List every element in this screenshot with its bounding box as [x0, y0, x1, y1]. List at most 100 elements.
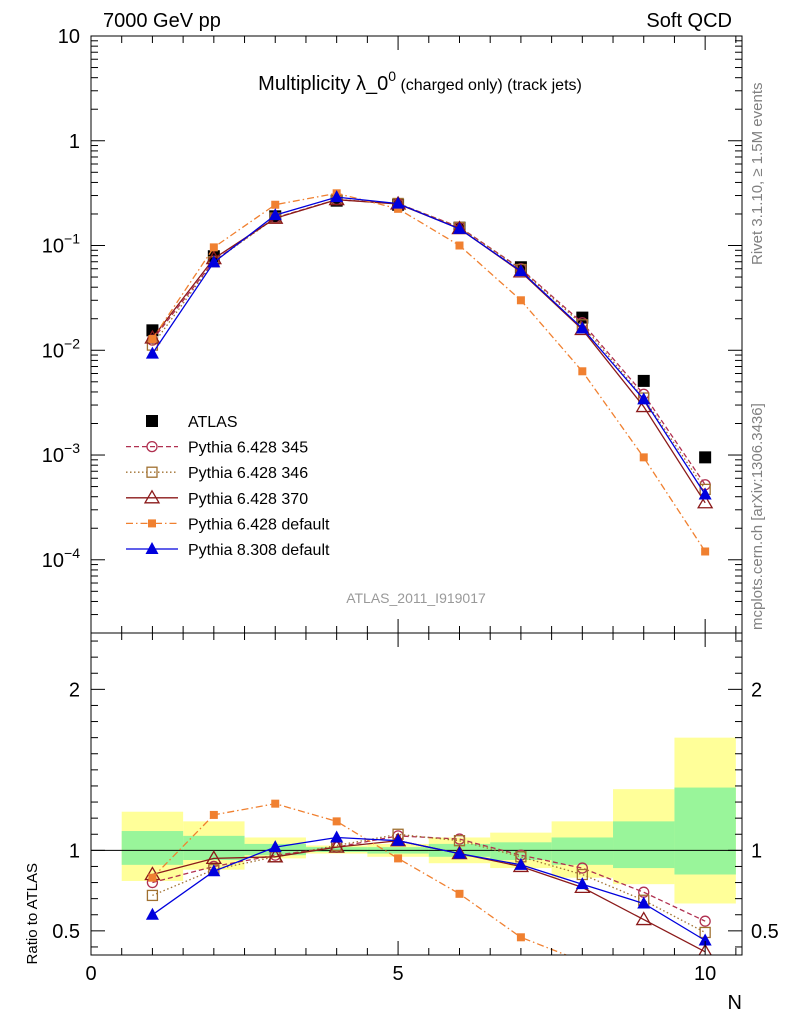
ratio-panel: 0.5 0.5 1 1 2 2 0 5 10: [52, 632, 779, 985]
ratio-y-tick-label-right: 2: [751, 679, 762, 701]
x-tick-label: 5: [393, 963, 404, 985]
data-point: [578, 367, 587, 376]
plot-title-suffix: (charged only) (track jets): [396, 77, 582, 94]
y-tick-label: 1: [69, 131, 80, 153]
ratio-point: [209, 810, 218, 819]
rivet-label: Rivet 3.1.10, ≥ 1.5M events: [749, 83, 766, 266]
data-point: [268, 208, 282, 221]
ratio-y-tick-label-left: 1: [69, 840, 80, 862]
series-line: [151, 192, 706, 552]
band-green: [551, 837, 614, 865]
legend-marker: [145, 542, 159, 554]
y-tick-exponent: −3: [64, 440, 80, 456]
data-point: [639, 453, 648, 462]
ratio-point: [391, 833, 405, 846]
y-tick-exponent: −1: [64, 231, 80, 247]
data-point: [455, 241, 464, 250]
ratio-y-tick-label-left: 2: [69, 679, 80, 701]
data-point: [148, 335, 157, 344]
y-tick-base: 10: [42, 445, 64, 467]
y-tick-label: 10−4: [42, 545, 80, 572]
ratio-point: [207, 864, 221, 877]
y-tick-label: 10−1: [42, 231, 80, 258]
data-point: [271, 200, 280, 209]
series-3: [144, 191, 714, 509]
ratio-point: [575, 877, 589, 890]
data-point: [698, 487, 712, 500]
y-tick-exponent: −2: [64, 335, 80, 351]
band-green: [613, 821, 675, 869]
y-tick-label: 10−2: [42, 335, 80, 362]
data-point: [697, 494, 714, 509]
legend-label: Pythia 6.428 346: [188, 465, 308, 482]
x-tick-label: 0: [85, 963, 96, 985]
data-point: [514, 264, 528, 277]
ratio-series-3: [148, 799, 568, 955]
series-5: [145, 190, 712, 500]
band-green: [305, 847, 368, 852]
data-point: [699, 451, 712, 464]
ratio-point: [576, 862, 588, 874]
legend-marker: [146, 440, 158, 453]
ratio-point: [146, 889, 159, 902]
ratio-point: [455, 889, 464, 898]
header-category: Soft QCD: [646, 10, 732, 32]
band-green: [183, 835, 245, 861]
ratio-point: [698, 943, 712, 955]
y-tick-label: 10: [58, 26, 80, 48]
legend-label: Pythia 6.428 default: [188, 516, 330, 533]
y-tick-base: 10: [42, 340, 64, 362]
ratio-point: [330, 830, 344, 843]
data-point: [394, 204, 403, 213]
legend-marker: [143, 489, 161, 504]
data-point: [575, 321, 589, 334]
x-tick-label: 10: [694, 963, 716, 985]
x-axis-label: N: [728, 992, 742, 1014]
ratio-y-tick-label-right: 1: [751, 840, 762, 862]
ratio-point: [698, 933, 712, 946]
data-point: [145, 346, 159, 359]
ratio-point: [148, 873, 157, 882]
y-tick-exponent: −4: [64, 545, 80, 561]
plot-title-sup: 0: [388, 68, 396, 84]
legend: ATLAS Pythia 6.428 345 Pythia 6.428 346 Pyt…: [126, 414, 330, 559]
ratio-line: [151, 803, 568, 955]
legend-marker: [146, 415, 158, 427]
ratio-y-tick-label-right: 0.5: [751, 921, 779, 943]
legend-label: Pythia 8.308 default: [188, 542, 330, 559]
legend-label: Pythia 6.428 345: [188, 440, 308, 457]
data-point: [209, 243, 218, 252]
ratio-point: [516, 933, 525, 942]
series-line: [151, 198, 706, 490]
ratio-point: [145, 907, 159, 920]
y-tick-label: 10−3: [42, 440, 80, 467]
ratio-line: [152, 836, 706, 942]
data-point: [701, 547, 710, 556]
ratio-point: [332, 817, 341, 826]
y-tick-base: 10: [42, 550, 64, 572]
band-green: [674, 787, 736, 875]
data-point: [516, 296, 525, 305]
header-energy: 7000 GeV pp: [103, 10, 221, 32]
ratio-point: [268, 840, 282, 853]
plot-title: Multiplicity λ_00 (charged only) (track …: [258, 68, 582, 95]
ratio-point: [271, 799, 280, 808]
legend-marker: [148, 519, 156, 528]
legend-marker: [146, 466, 158, 478]
ratio-line: [152, 833, 706, 934]
ratio-ylabel: Ratio to ATLAS: [24, 863, 41, 964]
ratio-series-group: [144, 799, 712, 955]
data-point: [330, 190, 344, 203]
legend-label: ATLAS: [188, 414, 238, 431]
ratio-point: [514, 857, 528, 870]
series-line: [151, 196, 706, 495]
legend-label: Pythia 6.428 370: [188, 491, 308, 508]
y-tick-base: 10: [42, 236, 64, 258]
series-4: [148, 189, 710, 556]
data-point: [207, 255, 221, 268]
ratio-point: [267, 848, 284, 863]
ratio-point: [328, 838, 345, 853]
ratio-point: [452, 846, 466, 859]
